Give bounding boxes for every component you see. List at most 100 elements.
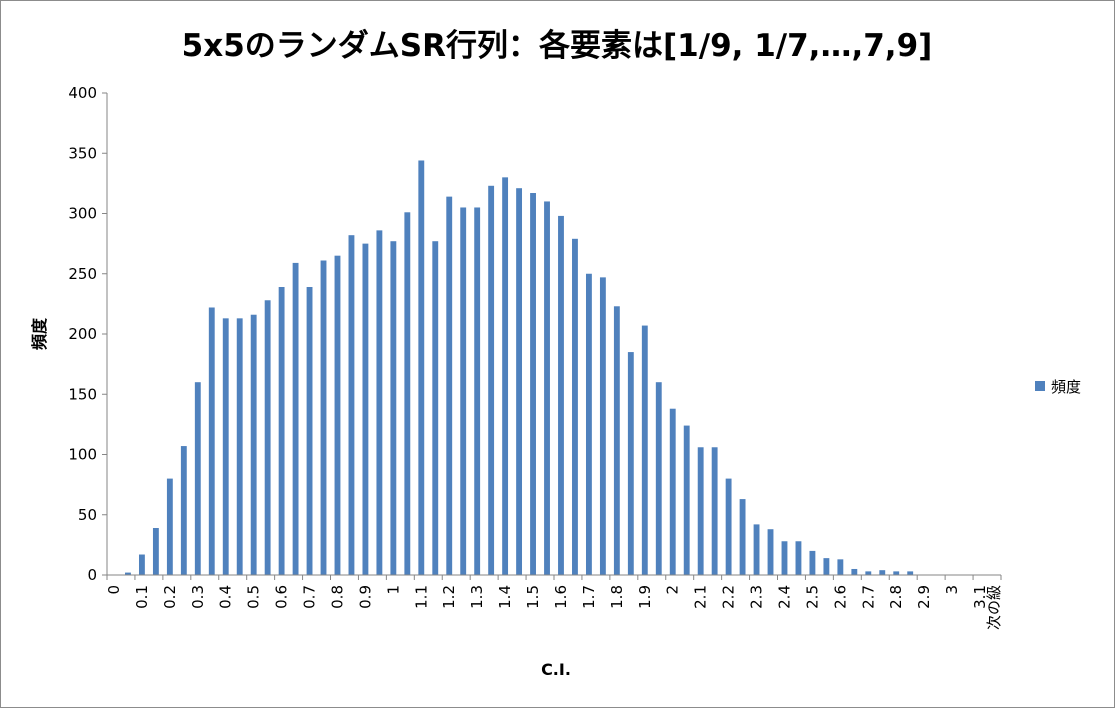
x-tick-label: 0.7 — [301, 585, 319, 609]
bar — [516, 188, 522, 575]
x-axis-title: C.I. — [541, 660, 571, 679]
bar — [656, 382, 662, 575]
bar — [209, 307, 215, 575]
bar — [726, 479, 732, 575]
x-tick-label: 0.2 — [161, 585, 179, 609]
bar — [796, 541, 802, 575]
x-tick-label: 2 — [664, 585, 682, 595]
x-tick-label: 1.9 — [636, 585, 654, 609]
bar — [167, 479, 173, 575]
bar — [530, 193, 536, 575]
x-tick-label: 2.9 — [915, 585, 933, 609]
bar — [488, 186, 494, 575]
x-tick-label: 1.3 — [468, 585, 486, 609]
x-tick-label: 1.1 — [412, 585, 430, 609]
bar — [782, 541, 788, 575]
x-tick-label: 0.4 — [217, 585, 235, 609]
bar — [837, 559, 843, 575]
bar — [265, 300, 271, 575]
y-tick-label: 0 — [87, 566, 97, 584]
bar — [223, 318, 229, 575]
y-axis-title: 頻度 — [30, 317, 49, 350]
bar — [293, 263, 299, 575]
y-tick-label: 50 — [78, 506, 97, 524]
x-tick-label: 0.5 — [245, 585, 263, 609]
x-tick-label: 0.8 — [328, 585, 346, 609]
x-tick-label: 1.4 — [496, 585, 514, 609]
y-tick-label: 100 — [68, 446, 97, 464]
bar — [181, 446, 187, 575]
x-tick-label: 2.1 — [692, 585, 710, 609]
x-tick-label: 1.5 — [524, 585, 542, 609]
x-axis-ticks: 0 0.1 0.2 0.3 0.4 0.5 0.6 0.7 0.8 0.9 1 1.1 1.2 1.3 1.… — [105, 575, 1003, 630]
y-tick-label: 350 — [68, 144, 97, 162]
bar-series — [125, 160, 913, 575]
bar — [614, 306, 620, 575]
x-tick-label: 0 — [105, 585, 123, 595]
bar — [670, 409, 676, 575]
bar — [544, 201, 550, 575]
bar — [558, 216, 564, 575]
bar — [432, 241, 438, 575]
bar — [809, 551, 815, 575]
bar — [376, 230, 382, 575]
bar — [139, 555, 145, 575]
bar — [279, 287, 285, 575]
bar — [153, 528, 159, 575]
bar — [823, 558, 829, 575]
bar — [362, 244, 368, 575]
y-axis-ticks: 0 50 100 150 200 250 300 350 400 — [68, 84, 107, 584]
x-tick-label: 次の級 — [985, 585, 1003, 630]
x-tick-label: 1.7 — [580, 585, 598, 609]
legend-entry-label: 頻度 — [1051, 378, 1081, 396]
y-tick-label: 200 — [68, 325, 97, 343]
bar — [307, 287, 313, 575]
x-tick-label: 2.3 — [748, 585, 766, 609]
bar — [865, 571, 871, 575]
x-tick-label: 3 — [943, 585, 961, 595]
bar — [600, 277, 606, 575]
x-tick-label: 2.5 — [803, 585, 821, 609]
x-tick-label: 0.1 — [133, 585, 151, 609]
bar — [586, 274, 592, 575]
y-tick-label: 300 — [68, 205, 97, 223]
x-tick-label: 2.4 — [775, 585, 793, 609]
y-tick-label: 400 — [68, 84, 97, 102]
x-tick-label: 1.6 — [552, 585, 570, 609]
legend-swatch — [1035, 381, 1045, 391]
bar — [251, 315, 257, 575]
legend: 頻度 — [1035, 378, 1081, 396]
bar — [460, 207, 466, 575]
bar — [907, 571, 913, 575]
bar — [712, 447, 718, 575]
bar — [418, 160, 424, 575]
x-tick-label: 0.9 — [356, 585, 374, 609]
x-tick-label: 1.2 — [440, 585, 458, 609]
bar — [628, 352, 634, 575]
bar — [390, 241, 396, 575]
bar — [754, 524, 760, 575]
bar — [404, 212, 410, 575]
y-tick-label: 150 — [68, 385, 97, 403]
y-tick-label: 250 — [68, 265, 97, 283]
x-tick-label: 2.7 — [859, 585, 877, 609]
bar — [321, 260, 327, 575]
bar — [684, 426, 690, 575]
bar — [237, 318, 243, 575]
x-tick-label: 2.8 — [887, 585, 905, 609]
x-tick-label: 1 — [384, 585, 402, 595]
bar — [879, 570, 885, 575]
bar — [893, 571, 899, 575]
x-tick-label: 0.3 — [189, 585, 207, 609]
bar — [740, 499, 746, 575]
x-tick-label: 1.8 — [608, 585, 626, 609]
bar — [572, 239, 578, 575]
x-tick-label: 0.6 — [273, 585, 291, 609]
bar — [768, 529, 774, 575]
bar — [502, 177, 508, 575]
bar — [851, 569, 857, 575]
bar — [335, 256, 341, 575]
chart-title: 5x5のランダムSR行列：各要素は[1/9, 1/7,…,7,9] — [182, 28, 933, 64]
